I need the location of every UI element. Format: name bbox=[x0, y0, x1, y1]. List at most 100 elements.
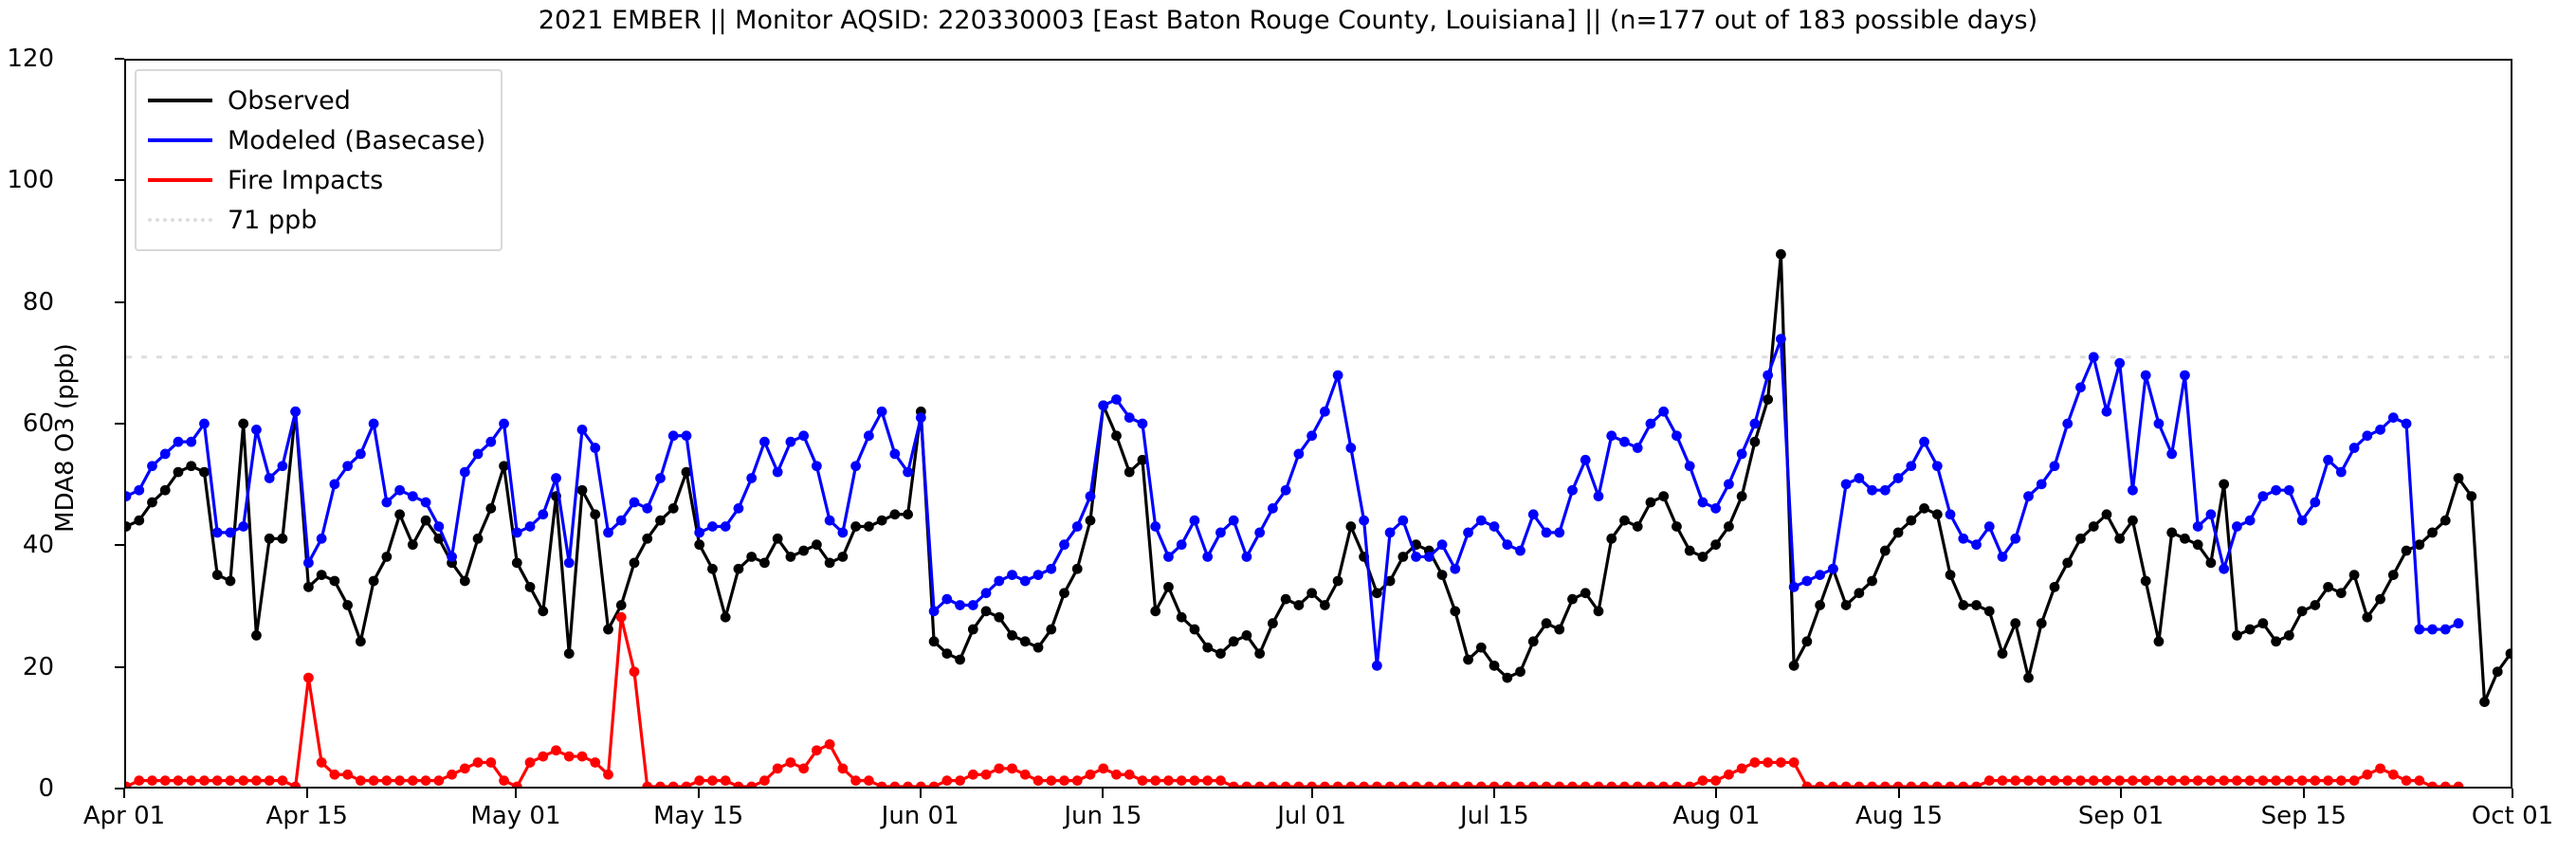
data-point bbox=[538, 509, 549, 520]
data-point bbox=[876, 515, 887, 526]
data-point bbox=[590, 757, 601, 768]
data-point bbox=[290, 781, 301, 787]
data-point bbox=[1163, 552, 1174, 562]
data-point bbox=[2453, 618, 2464, 629]
data-point bbox=[472, 757, 484, 768]
series-modeled-basecase bbox=[126, 334, 2464, 671]
data-point bbox=[1788, 581, 1800, 592]
data-point bbox=[1384, 575, 1396, 587]
data-point bbox=[1359, 781, 1369, 787]
data-point bbox=[2362, 611, 2373, 623]
data-point bbox=[1241, 630, 1252, 641]
data-point bbox=[211, 527, 223, 538]
data-point bbox=[1815, 600, 1825, 610]
data-point bbox=[355, 775, 366, 786]
y-tick-label: 0 bbox=[38, 774, 54, 803]
data-point bbox=[2439, 624, 2451, 635]
data-point bbox=[1606, 533, 1617, 544]
data-point bbox=[667, 781, 679, 787]
legend-swatch-icon bbox=[148, 171, 212, 190]
data-point bbox=[694, 775, 705, 786]
data-point bbox=[199, 466, 210, 478]
data-point bbox=[2375, 425, 2385, 435]
data-point bbox=[1319, 406, 1330, 417]
data-point bbox=[2401, 418, 2412, 429]
data-point bbox=[1879, 545, 1891, 556]
data-point bbox=[1658, 406, 1670, 417]
data-point bbox=[316, 757, 327, 768]
data-point bbox=[733, 502, 744, 514]
data-point bbox=[2439, 515, 2451, 526]
data-point bbox=[928, 636, 940, 647]
data-point bbox=[173, 436, 184, 447]
data-point bbox=[733, 563, 744, 574]
data-point bbox=[2427, 624, 2438, 635]
data-point bbox=[746, 781, 758, 787]
data-point bbox=[1919, 781, 1929, 787]
data-point bbox=[1892, 781, 1904, 787]
data-point bbox=[1749, 418, 1761, 429]
data-point bbox=[1254, 527, 1266, 538]
data-point bbox=[1502, 781, 1513, 787]
x-tick-label: Jun 01 bbox=[881, 802, 959, 830]
y-tick-label: 120 bbox=[7, 45, 54, 73]
data-point bbox=[1892, 473, 1904, 483]
legend-label: Observed bbox=[228, 85, 351, 116]
data-point bbox=[159, 775, 171, 786]
data-point bbox=[1567, 593, 1578, 605]
data-point bbox=[1684, 781, 1695, 787]
data-point bbox=[1658, 491, 1670, 501]
data-point bbox=[1228, 781, 1239, 787]
legend-line-icon bbox=[148, 218, 212, 222]
data-point bbox=[551, 745, 561, 756]
data-point bbox=[1997, 648, 2008, 659]
data-point bbox=[590, 509, 601, 520]
legend-item: Fire Impacts bbox=[148, 160, 485, 200]
data-point bbox=[1150, 521, 1161, 532]
data-point bbox=[1879, 484, 1891, 496]
data-point bbox=[563, 751, 575, 762]
data-point bbox=[642, 502, 653, 514]
data-point bbox=[2439, 781, 2451, 787]
data-point bbox=[1554, 624, 1565, 635]
x-tick-label: Sep 15 bbox=[2260, 802, 2347, 830]
data-point bbox=[2010, 775, 2021, 786]
data-point bbox=[824, 738, 835, 750]
data-point bbox=[1384, 527, 1396, 538]
data-point bbox=[538, 751, 549, 762]
data-point bbox=[2401, 775, 2412, 786]
data-point bbox=[199, 418, 210, 429]
y-tick-mark bbox=[115, 58, 124, 60]
data-point bbox=[1983, 775, 1995, 786]
data-point bbox=[1202, 642, 1214, 653]
x-tick-mark bbox=[2302, 789, 2305, 798]
data-point bbox=[1580, 454, 1591, 465]
chart-legend: Observed Modeled (Basecase) Fire Impacts 71… bbox=[135, 69, 503, 251]
data-point bbox=[1958, 533, 1969, 544]
data-point bbox=[2101, 406, 2112, 417]
data-point bbox=[1137, 775, 1148, 786]
data-point bbox=[2257, 618, 2269, 629]
data-point bbox=[785, 552, 796, 562]
data-point bbox=[1319, 781, 1330, 787]
data-point bbox=[759, 436, 770, 447]
data-point bbox=[863, 775, 874, 786]
data-point bbox=[2128, 775, 2138, 786]
data-point bbox=[420, 497, 431, 508]
y-tick-mark bbox=[115, 300, 124, 303]
data-point bbox=[1632, 443, 1643, 453]
data-point bbox=[211, 570, 223, 580]
data-point bbox=[1801, 636, 1813, 647]
data-point bbox=[2414, 539, 2425, 551]
data-point bbox=[941, 648, 953, 659]
data-point bbox=[720, 521, 731, 532]
data-point bbox=[1163, 581, 1174, 592]
data-point bbox=[2075, 775, 2086, 786]
data-point bbox=[1423, 781, 1434, 787]
data-point bbox=[1724, 769, 1734, 780]
data-point bbox=[1111, 769, 1122, 780]
data-point bbox=[251, 775, 262, 786]
series-observed bbox=[126, 248, 2511, 708]
y-tick-label: 100 bbox=[7, 166, 54, 195]
data-point bbox=[1176, 539, 1187, 551]
